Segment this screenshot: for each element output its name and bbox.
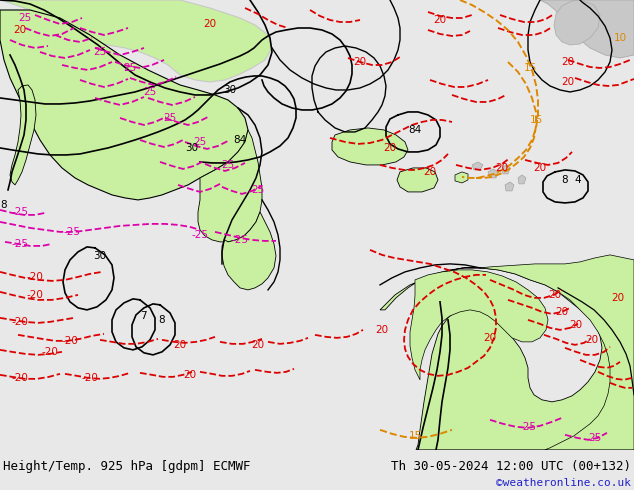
- Text: 20: 20: [562, 57, 574, 67]
- Text: 20: 20: [13, 25, 27, 35]
- Text: 20: 20: [375, 325, 389, 335]
- Text: 84: 84: [233, 135, 247, 145]
- Text: 4: 4: [574, 175, 581, 185]
- Text: 20: 20: [353, 57, 366, 67]
- Text: 20: 20: [569, 320, 583, 330]
- Polygon shape: [0, 10, 248, 200]
- Text: 84: 84: [408, 125, 422, 135]
- Text: -25: -25: [191, 230, 209, 240]
- Text: 20: 20: [174, 340, 186, 350]
- Text: 20: 20: [183, 370, 197, 380]
- Text: 20: 20: [548, 290, 562, 300]
- Text: ©weatheronline.co.uk: ©weatheronline.co.uk: [496, 478, 631, 488]
- Text: 25: 25: [251, 185, 264, 195]
- Text: 20: 20: [611, 293, 624, 303]
- Text: 30: 30: [93, 251, 107, 261]
- Polygon shape: [222, 212, 276, 290]
- Text: Height/Temp. 925 hPa [gdpm] ECMWF: Height/Temp. 925 hPa [gdpm] ECMWF: [3, 460, 250, 473]
- Text: 15: 15: [524, 63, 536, 73]
- Polygon shape: [0, 0, 272, 82]
- Text: -25: -25: [63, 227, 81, 237]
- Polygon shape: [518, 175, 526, 184]
- Text: 25: 25: [143, 87, 157, 97]
- Polygon shape: [502, 165, 510, 174]
- Text: 15: 15: [529, 115, 543, 125]
- Text: -25: -25: [11, 207, 29, 217]
- Text: 15: 15: [408, 431, 422, 441]
- Text: -20: -20: [61, 336, 79, 346]
- Polygon shape: [505, 182, 514, 191]
- Text: 25: 25: [18, 13, 32, 23]
- Text: 30: 30: [185, 143, 198, 153]
- Text: -20: -20: [27, 290, 44, 300]
- Polygon shape: [480, 255, 634, 450]
- Text: -25: -25: [231, 235, 249, 245]
- Text: -20: -20: [11, 373, 29, 383]
- Text: 20: 20: [585, 335, 598, 345]
- Text: 8: 8: [562, 175, 568, 185]
- Text: 7: 7: [139, 311, 146, 321]
- Polygon shape: [540, 0, 634, 58]
- Polygon shape: [10, 85, 36, 185]
- Text: -25: -25: [11, 239, 29, 249]
- Text: 25: 25: [221, 160, 235, 170]
- Text: -20: -20: [42, 347, 58, 357]
- Text: 20: 20: [424, 167, 437, 177]
- Text: 25: 25: [193, 137, 207, 147]
- Text: 20: 20: [204, 19, 217, 29]
- Text: 20: 20: [384, 143, 396, 153]
- Polygon shape: [488, 169, 498, 178]
- Text: 8: 8: [1, 200, 8, 210]
- Text: 25: 25: [164, 113, 177, 123]
- Polygon shape: [397, 168, 438, 192]
- Text: -20: -20: [82, 373, 98, 383]
- Text: 20: 20: [434, 15, 446, 25]
- Text: 20: 20: [484, 333, 496, 343]
- Text: -20: -20: [11, 317, 29, 327]
- Text: 20: 20: [555, 307, 569, 317]
- Text: 10: 10: [614, 33, 626, 43]
- Text: 30: 30: [223, 85, 236, 95]
- Text: 8: 8: [158, 315, 165, 325]
- Text: 25: 25: [124, 63, 136, 73]
- Polygon shape: [554, 0, 600, 45]
- Polygon shape: [380, 265, 634, 450]
- Text: 25: 25: [588, 433, 602, 443]
- Text: 20: 20: [252, 340, 264, 350]
- Polygon shape: [332, 128, 408, 165]
- Polygon shape: [410, 270, 548, 380]
- Text: 20: 20: [562, 77, 574, 87]
- Text: -20: -20: [27, 272, 44, 282]
- Text: -25: -25: [519, 422, 536, 432]
- Text: Th 30-05-2024 12:00 UTC (00+132): Th 30-05-2024 12:00 UTC (00+132): [391, 460, 631, 473]
- Polygon shape: [455, 172, 468, 183]
- Text: 20: 20: [495, 163, 508, 173]
- Text: 25: 25: [93, 47, 107, 57]
- Text: 20: 20: [533, 163, 547, 173]
- Polygon shape: [472, 162, 483, 170]
- Polygon shape: [198, 130, 262, 242]
